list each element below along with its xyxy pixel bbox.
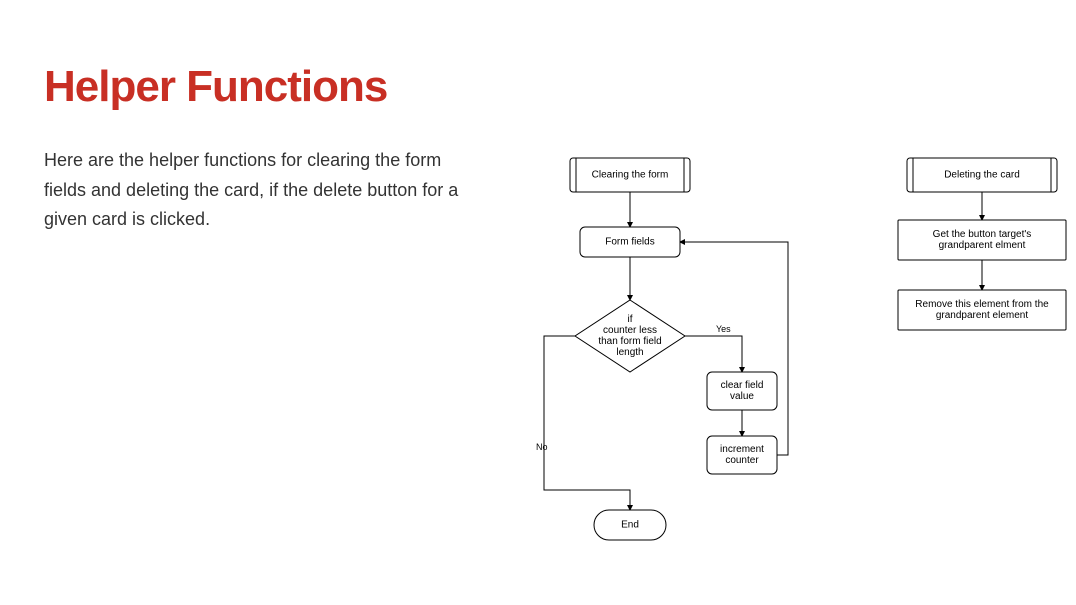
svg-text:increment: increment <box>720 444 764 455</box>
svg-text:Clearing the form: Clearing the form <box>592 170 669 181</box>
svg-text:Yes: Yes <box>716 324 731 334</box>
svg-text:counter less: counter less <box>603 325 657 336</box>
svg-text:length: length <box>616 347 643 358</box>
svg-text:if: if <box>628 314 633 325</box>
svg-text:Deleting the card: Deleting the card <box>944 170 1020 181</box>
svg-text:No: No <box>536 442 548 452</box>
flowchart-deleting-card: Deleting the card Get the button target's… <box>894 150 1070 370</box>
svg-text:grandparent elment: grandparent elment <box>939 240 1026 251</box>
svg-text:than form field: than form field <box>598 336 661 347</box>
flowchart-clearing-form: YesNoClearing the formForm fieldsifcount… <box>530 150 810 570</box>
svg-text:counter: counter <box>725 455 759 466</box>
svg-text:End: End <box>621 520 639 531</box>
svg-text:clear field: clear field <box>721 380 764 391</box>
page-title: Helper Functions <box>44 62 387 112</box>
svg-text:Remove this element from the: Remove this element from the <box>915 299 1049 310</box>
page-description: Here are the helper functions for cleari… <box>44 146 464 235</box>
svg-text:Get the button target's: Get the button target's <box>933 229 1032 240</box>
svg-text:grandparent element: grandparent element <box>936 310 1029 321</box>
svg-text:value: value <box>730 391 754 402</box>
svg-text:Form fields: Form fields <box>605 237 654 248</box>
